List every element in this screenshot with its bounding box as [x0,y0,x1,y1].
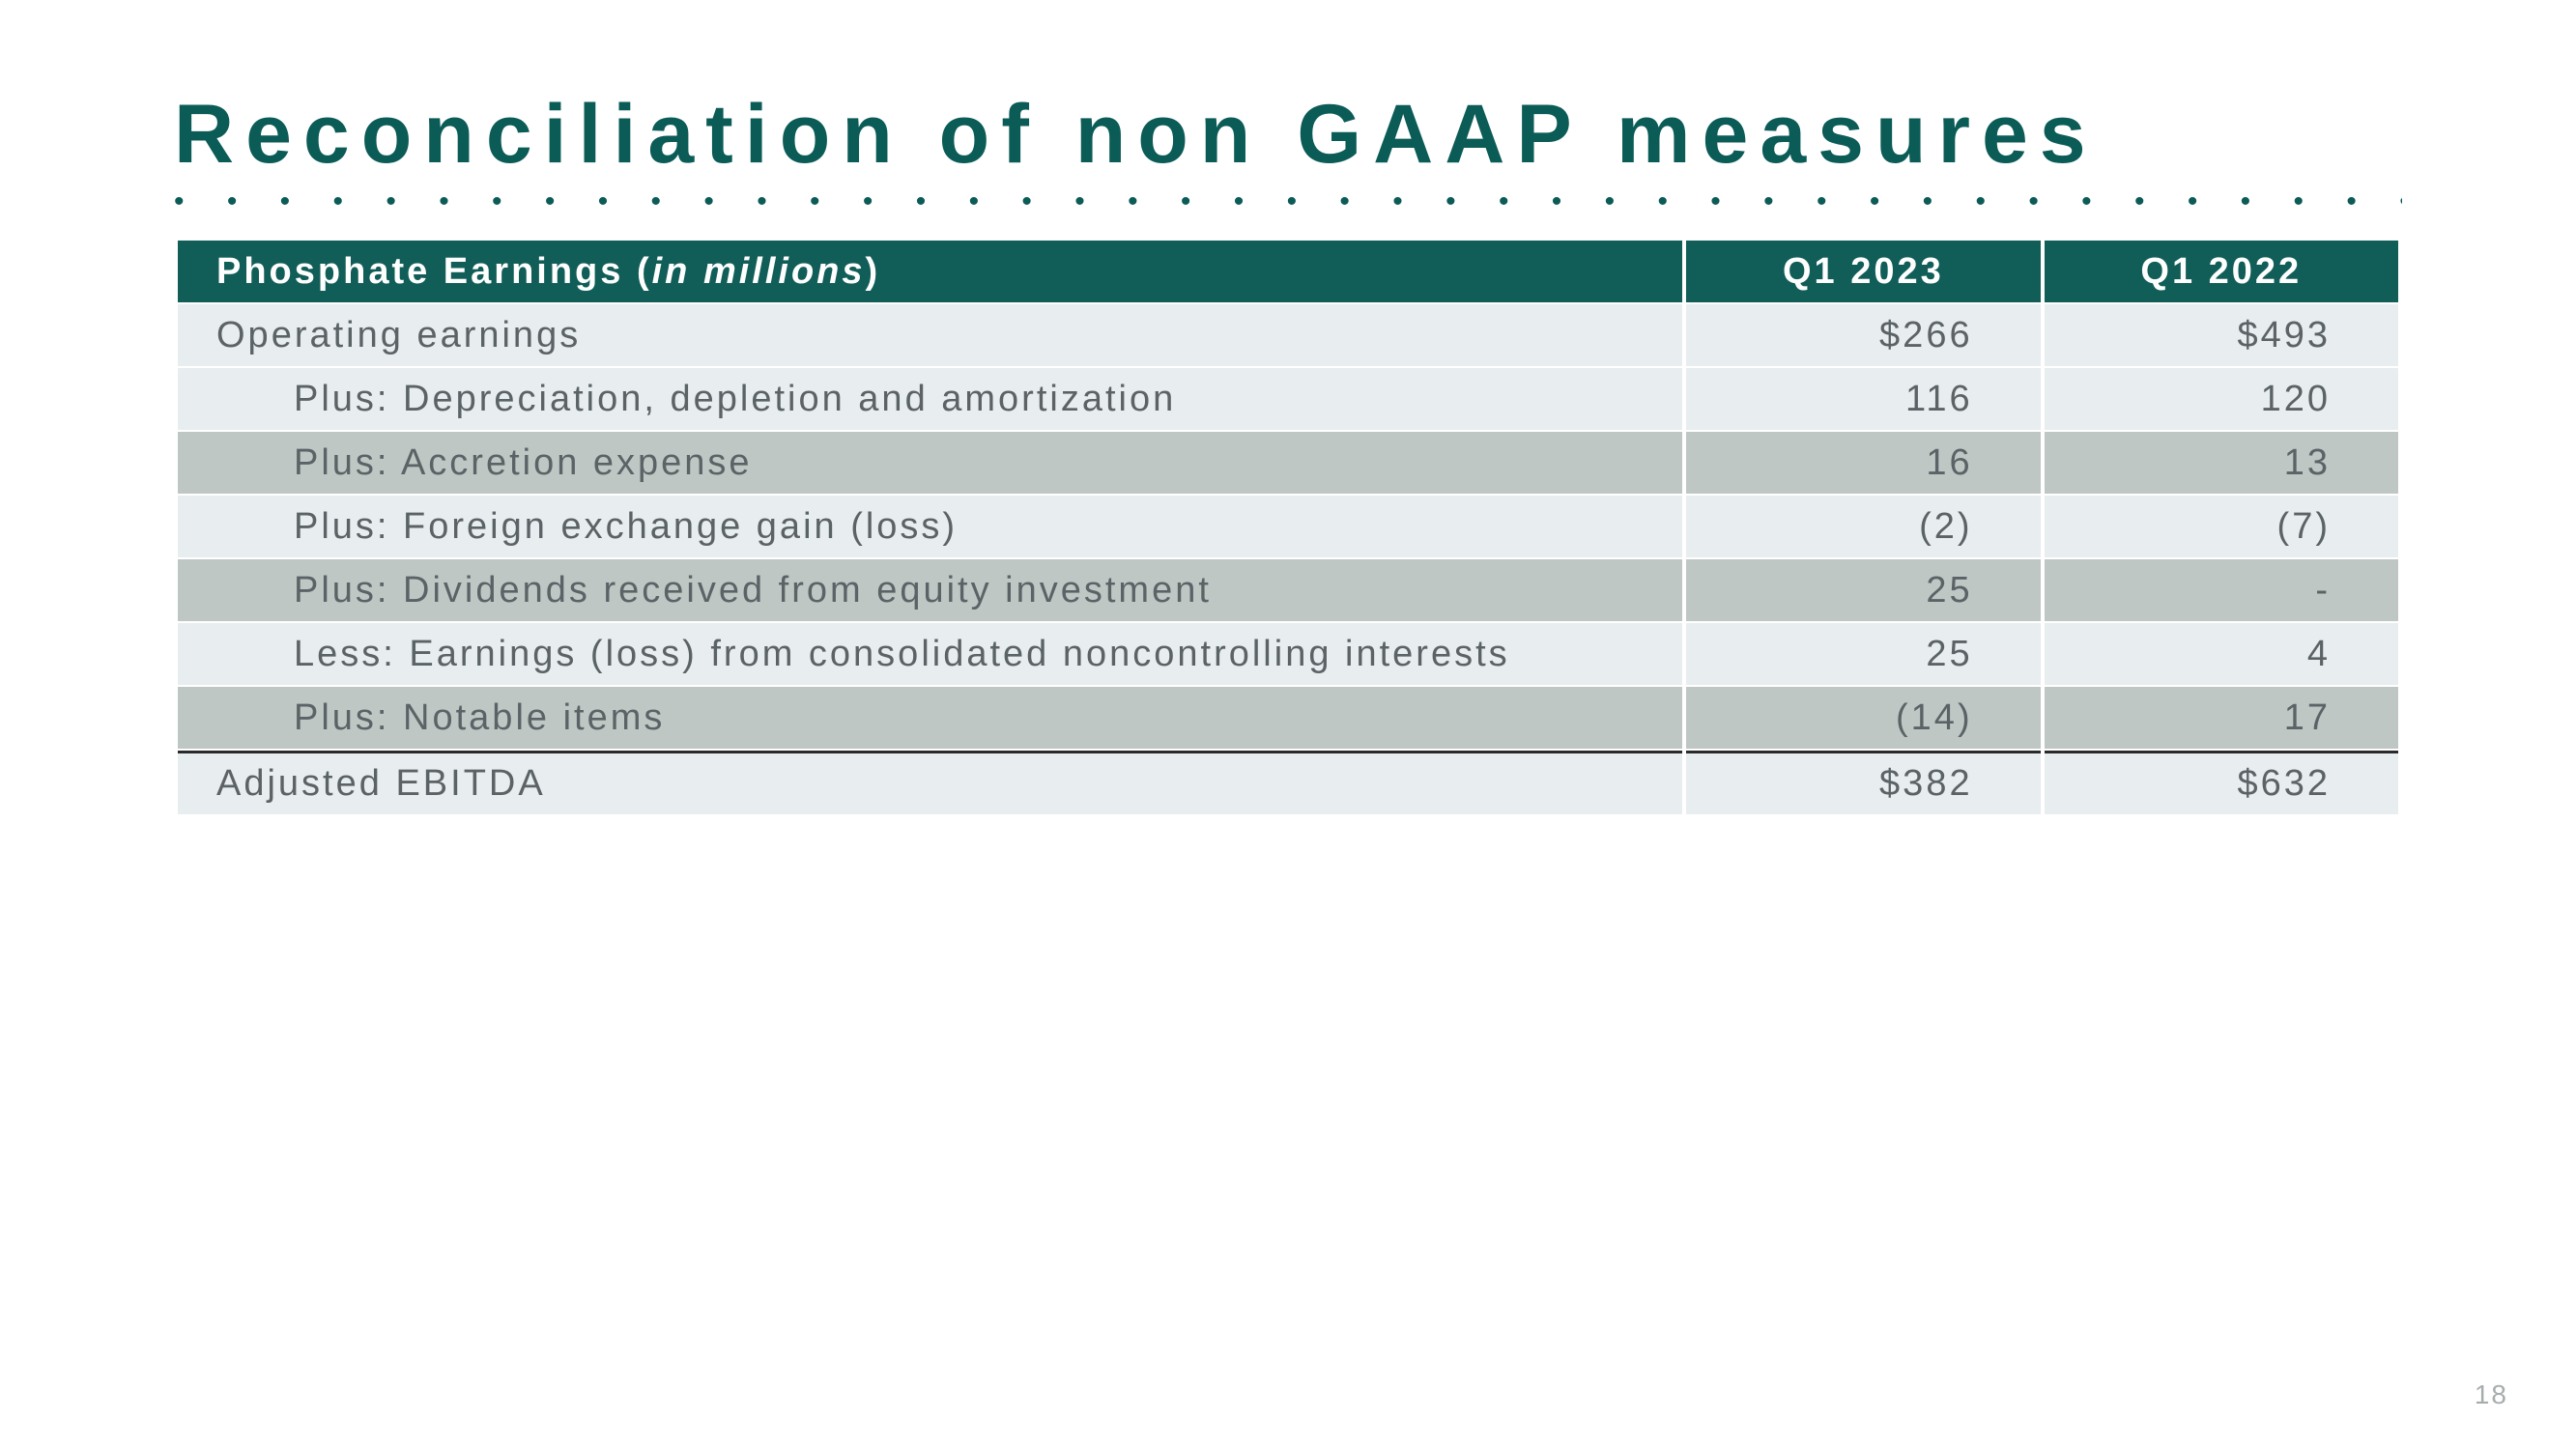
table-row: Adjusted EBITDA$382$632 [178,751,2398,814]
table-row: Plus: Depreciation, depletion and amorti… [178,368,2398,430]
header-col-2: Q1 2022 [2045,241,2398,302]
row-label: Less: Earnings (loss) from consolidated … [178,623,1682,685]
row-label: Plus: Notable items [178,687,1682,749]
row-value-c2: 17 [2045,687,2398,749]
row-value-c2: $632 [2045,751,2398,814]
page-title: Reconciliation of non GAAP measures [174,87,2402,183]
header-label-close: ) [866,251,881,292]
slide: Reconciliation of non GAAP measures • • … [0,0,2576,1449]
row-value-c2: 13 [2045,432,2398,494]
row-value-c2: (7) [2045,496,2398,557]
table-row: Plus: Foreign exchange gain (loss)(2)(7) [178,496,2398,557]
reconciliation-table: Phosphate Earnings (in millions) Q1 2023… [174,239,2402,816]
row-value-c2: 120 [2045,368,2398,430]
row-label: Plus: Depreciation, depletion and amorti… [178,368,1682,430]
page-number: 18 [2475,1379,2508,1410]
row-label: Operating earnings [178,304,1682,366]
row-value-c1: (14) [1686,687,2040,749]
row-value-c2: 4 [2045,623,2398,685]
table-row: Plus: Accretion expense1613 [178,432,2398,494]
row-label: Plus: Foreign exchange gain (loss) [178,496,1682,557]
row-value-c1: 25 [1686,559,2040,621]
table-row: Plus: Notable items(14)17 [178,687,2398,749]
row-value-c1: $266 [1686,304,2040,366]
header-label-italic: in millions [652,251,866,292]
table-row: Less: Earnings (loss) from consolidated … [178,623,2398,685]
table-body: Operating earnings$266$493Plus: Deprecia… [178,304,2398,814]
header-label: Phosphate Earnings (in millions) [178,241,1682,302]
row-value-c1: $382 [1686,751,2040,814]
row-value-c1: 116 [1686,368,2040,430]
header-label-text: Phosphate Earnings ( [216,251,652,292]
row-label: Plus: Accretion expense [178,432,1682,494]
row-value-c2: $493 [2045,304,2398,366]
row-value-c2: - [2045,559,2398,621]
table-row: Plus: Dividends received from equity inv… [178,559,2398,621]
row-value-c1: 16 [1686,432,2040,494]
row-label: Adjusted EBITDA [178,751,1682,814]
row-value-c1: (2) [1686,496,2040,557]
table-header-row: Phosphate Earnings (in millions) Q1 2023… [178,241,2398,302]
table-row: Operating earnings$266$493 [178,304,2398,366]
row-label: Plus: Dividends received from equity inv… [178,559,1682,621]
row-value-c1: 25 [1686,623,2040,685]
header-col-1: Q1 2023 [1686,241,2040,302]
dotted-rule: • • • • • • • • • • • • • • • • • • • • … [174,196,2402,212]
